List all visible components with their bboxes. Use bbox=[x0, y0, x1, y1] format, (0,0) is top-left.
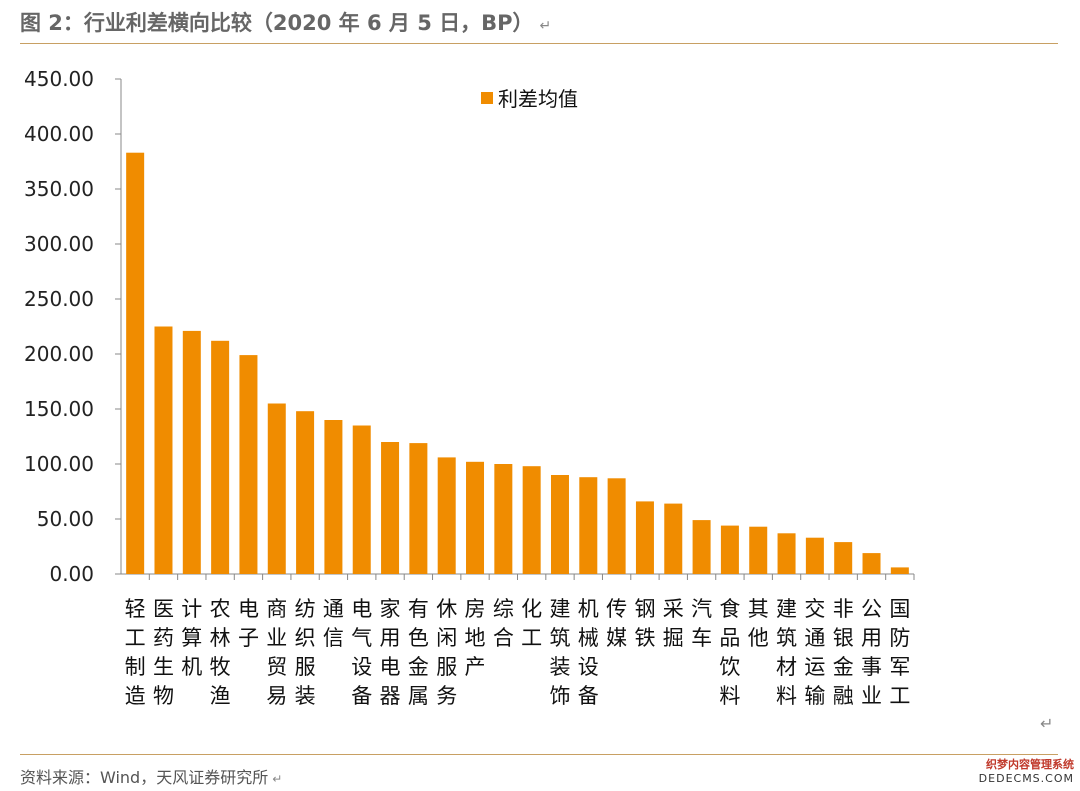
x-category-label: 采掘 bbox=[663, 597, 684, 650]
x-category-label: 房地产 bbox=[465, 597, 486, 679]
watermark-logo: 织梦内容管理系统 DEDECMS.COM bbox=[964, 756, 1074, 785]
bar-19 bbox=[635, 501, 654, 574]
bar-20 bbox=[664, 503, 683, 574]
bar-13 bbox=[466, 461, 485, 574]
y-tick-label: 250.00 bbox=[24, 287, 94, 311]
x-category-label: 轻工制造 bbox=[125, 597, 146, 708]
bar-1 bbox=[126, 152, 145, 574]
y-tick-label: 50.00 bbox=[37, 507, 94, 531]
bar-chart: 0.00 50.00 100.00 150.00 200.00 250.00 300.00 3… bbox=[24, 67, 915, 708]
x-category-label: 建筑材料 bbox=[776, 597, 797, 708]
y-tick-label: 200.00 bbox=[24, 342, 94, 366]
x-category-label: 交通运输 bbox=[804, 597, 825, 708]
x-labels-layer: 轻工制造医药生物计算机农林牧渔电子商业贸易纺织服装通信电气设备家用电器有色金属休… bbox=[125, 597, 911, 708]
bar-21 bbox=[692, 520, 711, 574]
x-category-label: 休闲服务 bbox=[436, 597, 457, 708]
bar-6 bbox=[267, 403, 286, 574]
watermark-line2: DEDECMS.COM bbox=[978, 772, 1074, 785]
bar-2 bbox=[154, 326, 173, 574]
x-category-label: 纺织服装 bbox=[295, 597, 316, 708]
x-category-label: 钢铁 bbox=[634, 597, 655, 650]
bar-26 bbox=[834, 542, 853, 574]
x-category-label: 有色金属 bbox=[408, 597, 429, 708]
source-return-mark-icon: ↵ bbox=[272, 772, 283, 786]
bar-17 bbox=[579, 477, 598, 574]
bar-18 bbox=[607, 478, 626, 574]
x-category-label: 机械设备 bbox=[578, 597, 599, 708]
x-category-label: 家用电器 bbox=[380, 597, 401, 708]
bottom-divider bbox=[20, 754, 1058, 755]
watermark-line1: 织梦内容管理系统 bbox=[986, 758, 1074, 771]
figure-title: 图 2：行业利差横向比较（2020 年 6 月 5 日，BP） ↵ bbox=[20, 8, 1060, 42]
x-category-label: 通信 bbox=[323, 597, 344, 650]
bar-4 bbox=[211, 340, 230, 574]
bar-24 bbox=[777, 533, 796, 574]
bar-9 bbox=[352, 425, 371, 574]
figure-title-text: 图 2：行业利差横向比较（2020 年 6 月 5 日，BP） bbox=[20, 11, 534, 35]
bar-27 bbox=[862, 553, 881, 574]
bar-5 bbox=[239, 355, 258, 574]
bar-14 bbox=[494, 464, 513, 574]
x-category-label: 建筑装饰 bbox=[549, 597, 570, 708]
bar-23 bbox=[749, 526, 768, 574]
x-category-label: 综合 bbox=[493, 597, 514, 650]
x-category-label: 食品饮料 bbox=[719, 597, 740, 708]
x-category-label: 农林牧渔 bbox=[210, 597, 231, 708]
x-category-label: 电子 bbox=[238, 597, 259, 650]
bar-16 bbox=[550, 475, 569, 574]
bar-8 bbox=[324, 420, 343, 574]
x-category-label: 医药生物 bbox=[153, 597, 174, 708]
return-mark-icon: ↵ bbox=[539, 18, 552, 34]
y-tick-label: 150.00 bbox=[24, 397, 94, 421]
x-category-label: 国防军工 bbox=[889, 597, 910, 708]
y-tick-label: 350.00 bbox=[24, 177, 94, 201]
y-axis-layer: 0.00 50.00 100.00 150.00 200.00 250.00 300.00 3… bbox=[24, 67, 915, 586]
paragraph-mark-icon: ↵ bbox=[1040, 714, 1054, 733]
x-category-label: 非银金融 bbox=[833, 597, 854, 708]
x-category-label: 传媒 bbox=[606, 597, 627, 650]
bar-15 bbox=[522, 466, 541, 574]
x-category-label: 汽车 bbox=[691, 597, 712, 650]
y-tick-label: 0.00 bbox=[49, 562, 94, 586]
x-category-label: 化工 bbox=[521, 597, 542, 650]
y-tick-label: 300.00 bbox=[24, 232, 94, 256]
y-tick-label: 450.00 bbox=[24, 67, 94, 91]
x-category-label: 商业贸易 bbox=[266, 597, 287, 708]
source-note: 资料来源：Wind，天风证券研究所 ↵ bbox=[20, 764, 282, 788]
x-category-label: 其他 bbox=[748, 597, 769, 650]
bar-10 bbox=[381, 442, 400, 574]
source-text: 资料来源：Wind，天风证券研究所 bbox=[20, 768, 269, 787]
bar-22 bbox=[720, 525, 739, 574]
bar-3 bbox=[182, 330, 201, 574]
x-category-label: 电气设备 bbox=[351, 597, 372, 708]
bar-28 bbox=[890, 567, 909, 574]
bars-layer bbox=[126, 152, 909, 574]
top-divider bbox=[20, 43, 1058, 44]
bar-12 bbox=[437, 457, 456, 574]
x-category-label: 公用事业 bbox=[861, 597, 882, 708]
bar-7 bbox=[296, 411, 315, 574]
legend: 利差均值 bbox=[481, 87, 578, 111]
x-category-label: 计算机 bbox=[181, 597, 202, 679]
y-tick-label: 400.00 bbox=[24, 122, 94, 146]
legend-swatch bbox=[481, 92, 493, 104]
legend-label: 利差均值 bbox=[498, 87, 578, 111]
y-tick-label: 100.00 bbox=[24, 452, 94, 476]
bar-25 bbox=[805, 537, 824, 574]
bar-11 bbox=[409, 443, 428, 574]
